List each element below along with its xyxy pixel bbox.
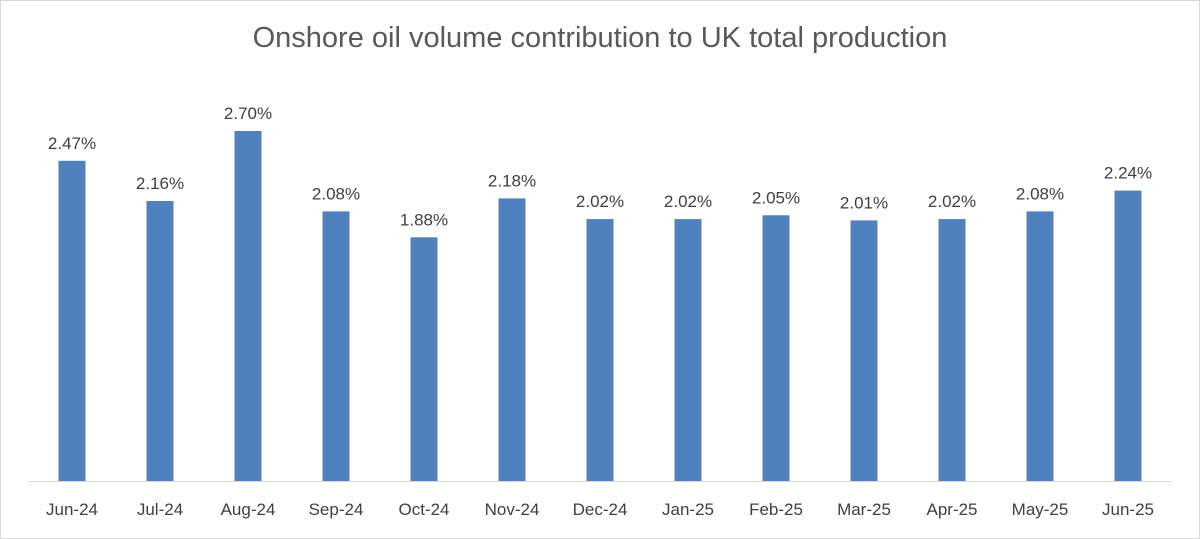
data-labels-layer: 2.47% 2.16% 2.70% 2.08% 1.88% 2.18% 2.02% 2.02%… bbox=[48, 104, 1152, 229]
bar-Feb-25 bbox=[762, 215, 790, 482]
data-label-Feb-25: 2.05% bbox=[752, 188, 800, 207]
data-label-Mar-25: 2.01% bbox=[840, 193, 888, 212]
bar-Jun-25 bbox=[1114, 190, 1142, 481]
x-tick-label-Feb-25: Feb-25 bbox=[749, 500, 803, 519]
data-label-Jul-24: 2.16% bbox=[136, 174, 184, 193]
data-label-Dec-24: 2.02% bbox=[576, 192, 624, 211]
bar-Sep-24 bbox=[322, 211, 350, 481]
x-tick-label-Jul-24: Jul-24 bbox=[137, 500, 183, 519]
bar-Mar-25 bbox=[850, 220, 878, 481]
bar-Nov-24 bbox=[498, 198, 526, 481]
x-tick-label-Mar-25: Mar-25 bbox=[837, 500, 891, 519]
x-tick-label-Oct-24: Oct-24 bbox=[398, 500, 449, 519]
bar-Jun-24 bbox=[58, 160, 86, 482]
bar-Dec-24 bbox=[586, 219, 614, 481]
x-tick-label-Jun-24: Jun-24 bbox=[46, 500, 98, 519]
x-tick-label-Sep-24: Sep-24 bbox=[309, 500, 364, 519]
data-label-Jan-25: 2.02% bbox=[664, 192, 712, 211]
data-label-May-25: 2.08% bbox=[1016, 184, 1064, 203]
bar-Jan-25 bbox=[674, 219, 702, 481]
data-label-Aug-24: 2.70% bbox=[224, 104, 272, 123]
x-tick-label-Apr-25: Apr-25 bbox=[926, 500, 977, 519]
chart-title: Onshore oil volume contribution to UK to… bbox=[252, 22, 948, 54]
data-label-Sep-24: 2.08% bbox=[312, 184, 360, 203]
bar-Aug-24 bbox=[234, 131, 262, 481]
x-tick-label-Nov-24: Nov-24 bbox=[485, 500, 540, 519]
data-label-Oct-24: 1.88% bbox=[400, 210, 448, 229]
x-tick-label-May-25: May-25 bbox=[1012, 500, 1069, 519]
data-label-Jun-24: 2.47% bbox=[48, 134, 96, 153]
bar-Jul-24 bbox=[146, 201, 174, 481]
x-tick-label-Aug-24: Aug-24 bbox=[221, 500, 276, 519]
x-tick-label-Jun-25: Jun-25 bbox=[1102, 500, 1154, 519]
bar-May-25 bbox=[1026, 211, 1054, 481]
x-tick-label-Jan-25: Jan-25 bbox=[662, 500, 714, 519]
data-label-Apr-25: 2.02% bbox=[928, 192, 976, 211]
data-label-Jun-25: 2.24% bbox=[1104, 164, 1152, 183]
bar-Apr-25 bbox=[938, 219, 966, 481]
data-label-Nov-24: 2.18% bbox=[488, 171, 536, 190]
bar-Oct-24 bbox=[410, 237, 438, 481]
tick-labels-layer: Jun-24 Jul-24 Aug-24 Sep-24 Oct-24 Nov-24 Dec-… bbox=[46, 500, 1154, 519]
x-tick-label-Dec-24: Dec-24 bbox=[573, 500, 628, 519]
bars-layer bbox=[58, 131, 1142, 482]
